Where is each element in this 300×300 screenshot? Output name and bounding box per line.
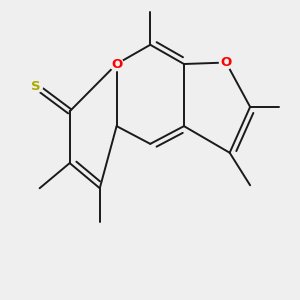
Circle shape: [220, 56, 233, 69]
Text: S: S: [31, 80, 41, 93]
Circle shape: [110, 57, 123, 70]
Circle shape: [29, 80, 43, 93]
Text: O: O: [111, 58, 122, 70]
Text: O: O: [220, 56, 232, 69]
